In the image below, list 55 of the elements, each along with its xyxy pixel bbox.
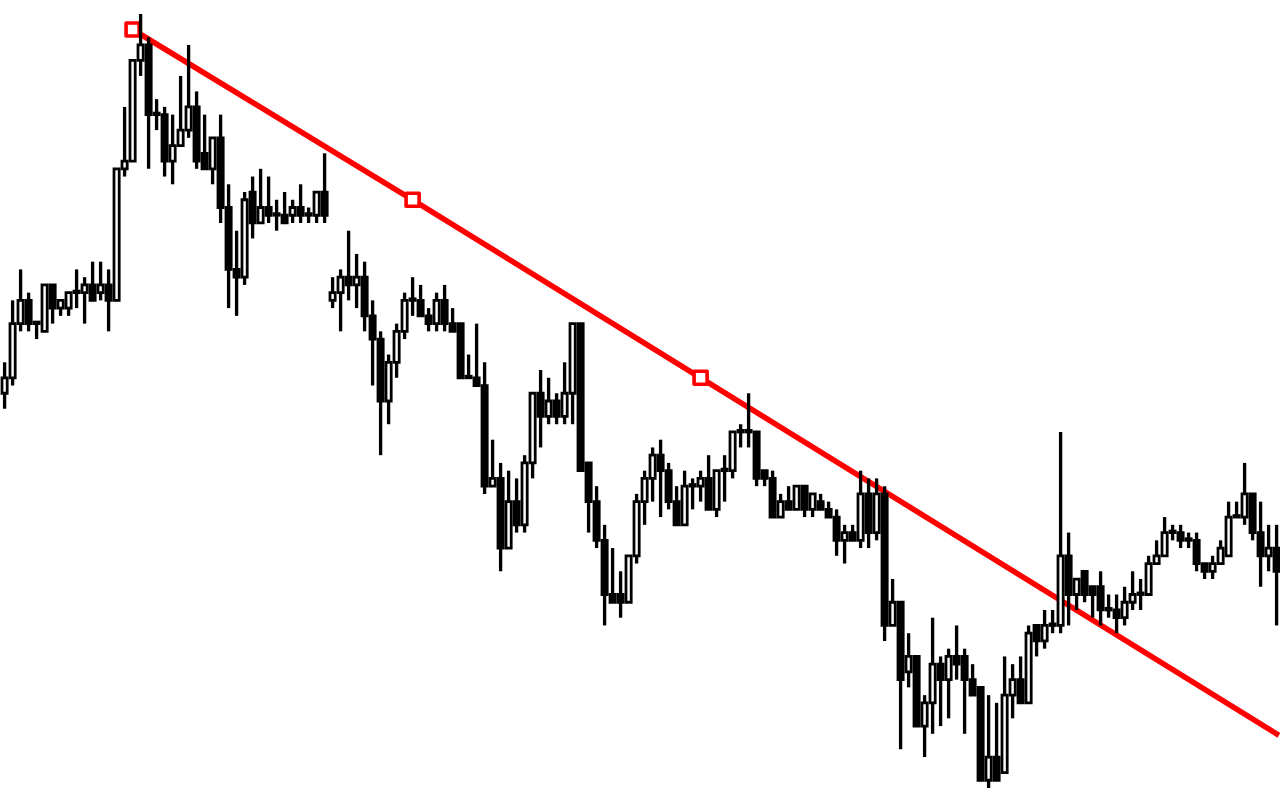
candlestick [344, 229, 353, 303]
candlestick [704, 453, 713, 512]
candlestick [168, 112, 177, 186]
candlestick [808, 492, 817, 519]
candlestick [320, 151, 329, 225]
candlestick [1112, 592, 1121, 635]
candlestick [1272, 523, 1280, 628]
candlestick [312, 190, 321, 225]
candlestick [1264, 523, 1273, 573]
candlestick [432, 290, 441, 334]
candlestick [936, 654, 945, 728]
candlestick [1256, 499, 1265, 589]
candlestick [96, 260, 105, 303]
candlestick [264, 174, 273, 225]
candlestick [832, 507, 841, 558]
candlestick [696, 468, 705, 504]
candlestick [992, 701, 1001, 782]
candlestick [680, 468, 689, 527]
candlestick [1208, 554, 1217, 581]
candlestick [1224, 499, 1233, 558]
candlestick [1080, 569, 1089, 604]
candlestick [656, 438, 665, 519]
candlestick [952, 623, 961, 682]
candlestick [72, 267, 81, 310]
candlestick [1192, 530, 1201, 573]
candlestick [984, 693, 993, 788]
candlestick [552, 391, 561, 426]
candlestick [440, 283, 449, 334]
candlestick [840, 523, 849, 566]
candlestick [1176, 523, 1185, 550]
candlestick [792, 484, 801, 511]
candlestick [1064, 530, 1073, 628]
candlestick [272, 198, 281, 233]
candlestick [80, 275, 89, 326]
candlestick [48, 283, 57, 326]
candlestick [784, 484, 793, 512]
candlestick [40, 283, 49, 333]
candlestick [160, 105, 169, 179]
candlestick [800, 484, 809, 519]
candlestick [856, 468, 865, 550]
candlestick [504, 468, 513, 550]
candlestick [256, 167, 265, 225]
candlestick [24, 290, 33, 334]
candlestick [288, 198, 297, 225]
candlestick [1096, 569, 1105, 628]
candlestick [1160, 515, 1169, 558]
candlestick [352, 252, 361, 310]
candlestick [544, 376, 553, 426]
candlestick [280, 190, 289, 225]
candlestick [864, 476, 873, 550]
candlestick [768, 468, 777, 519]
candlestick [1040, 608, 1049, 651]
candlestick [424, 306, 433, 334]
candlestick [296, 182, 305, 225]
candlestick [1240, 461, 1249, 527]
